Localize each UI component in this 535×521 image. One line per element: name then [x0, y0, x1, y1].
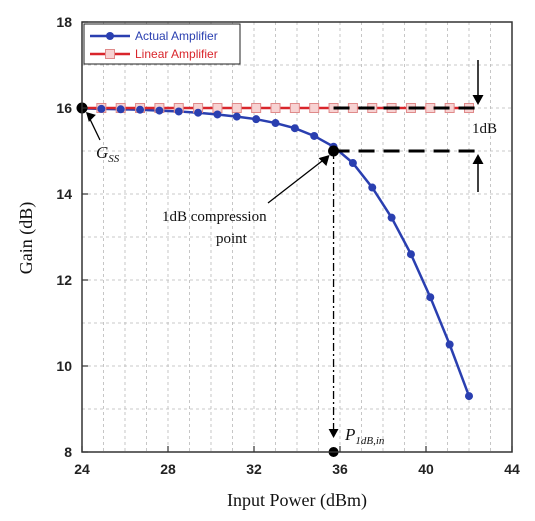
- y-tick-label: 16: [56, 100, 72, 116]
- x-tick-label: 36: [332, 461, 348, 477]
- marker-actual-amplifier: [348, 159, 357, 168]
- x-tick-label: 28: [160, 461, 176, 477]
- marker-linear-amplifier: [251, 103, 262, 113]
- marker-actual-amplifier: [136, 105, 145, 114]
- grid: [82, 22, 512, 452]
- marker-actual-amplifier: [174, 107, 183, 116]
- compression-pointer-line: [267, 155, 329, 204]
- gss-pointer-arrowhead: [86, 112, 96, 122]
- marker-linear-amplifier: [309, 103, 320, 113]
- marker-actual-amplifier: [252, 115, 261, 124]
- marker-actual-amplifier: [368, 183, 377, 192]
- x-tick-label: 32: [246, 461, 262, 477]
- marker-actual-amplifier: [426, 293, 435, 302]
- y-tick-label: 14: [56, 186, 72, 202]
- compression-label-line2: point: [216, 231, 248, 247]
- x-tick-label: 40: [418, 461, 434, 477]
- marker-actual-amplifier: [387, 213, 396, 222]
- plot-area: [82, 22, 512, 452]
- marker-actual-amplifier: [155, 106, 164, 115]
- compression-pointer-arrowhead: [318, 155, 330, 166]
- marker-linear-amplifier: [347, 103, 358, 113]
- compression-point: [328, 145, 340, 157]
- marker-actual-amplifier: [271, 119, 280, 128]
- axes: 24 28 32 36 40 44 8 10 12 14 16 18: [56, 14, 520, 477]
- y-tick-label: 8: [64, 444, 72, 460]
- marker-linear-amplifier: [231, 103, 242, 113]
- legend: Actual Amplifier Linear Amplifier: [83, 23, 241, 65]
- gss-label-sub: SS: [108, 153, 120, 165]
- marker-actual-amplifier: [97, 104, 106, 113]
- marker-actual-amplifier: [465, 392, 473, 401]
- arrowhead-to-p1db: [328, 429, 339, 438]
- x-axis-title: Input Power (dBm): [227, 490, 367, 511]
- marker-actual-amplifier: [406, 250, 415, 259]
- p1db-label-sub: 1dB,in: [355, 435, 385, 447]
- annotation-layer: GSS 1dB compression point 1dB P1dB,in: [76, 60, 497, 457]
- p1db-label-main: P: [344, 425, 355, 444]
- gss-label-main: G: [96, 143, 108, 162]
- delta-arrowhead-bottom: [472, 154, 484, 164]
- marker-actual-amplifier: [310, 131, 319, 140]
- x-tick-label: 24: [74, 461, 90, 477]
- delta-1db-label: 1dB: [472, 121, 497, 137]
- p1db-label: P1dB,in: [344, 425, 385, 447]
- legend-label-linear: Linear Amplifier: [135, 47, 218, 61]
- marker-linear-amplifier: [270, 103, 281, 113]
- y-tick-label: 12: [56, 272, 72, 288]
- marker-linear-amplifier: [425, 103, 436, 113]
- marker-actual-amplifier: [213, 110, 222, 119]
- gss-label: GSS: [96, 143, 120, 165]
- marker-actual-amplifier: [194, 108, 203, 117]
- marker-actual-amplifier: [116, 105, 125, 114]
- y-tick-label: 10: [56, 358, 72, 374]
- marker-actual-amplifier: [290, 124, 299, 133]
- marker-linear-amplifier: [289, 103, 300, 113]
- marker-actual-amplifier: [232, 112, 241, 121]
- legend-marker-actual: [106, 32, 114, 40]
- legend-label-actual: Actual Amplifier: [135, 29, 218, 43]
- plot-frame: [81, 21, 513, 453]
- y-axis-title: Gain (dB): [16, 202, 37, 274]
- x-tick-label: 44: [504, 461, 520, 477]
- compression-label-line1: 1dB compression: [162, 209, 267, 225]
- delta-arrowhead-top: [472, 95, 484, 105]
- marker-actual-amplifier: [445, 340, 454, 349]
- y-tick-label: 18: [56, 14, 72, 30]
- legend-marker-linear: [105, 49, 115, 59]
